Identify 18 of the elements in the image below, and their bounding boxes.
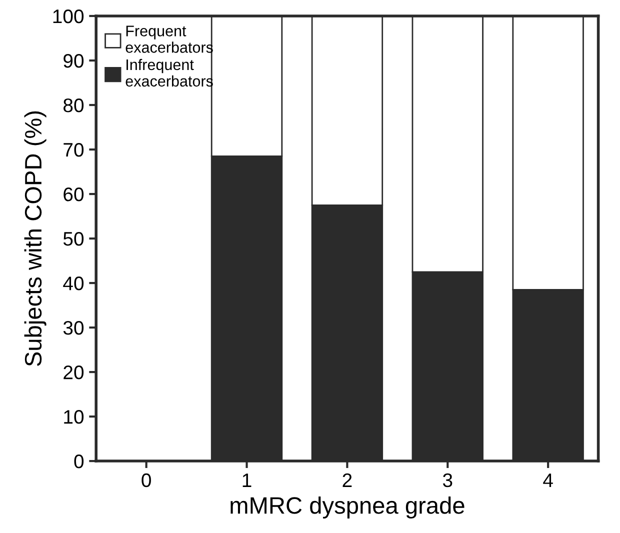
y-tick-label: 0 [74,454,84,468]
y-tick-label: 60 [64,187,84,202]
y-axis-title: Subjects with COPD (%) [24,111,46,366]
x-tick-label: 1 [242,474,252,487]
y-tick-label: 100 [53,9,84,24]
x-tick-label: 3 [442,473,452,488]
x-axis-title: mMRC dyspnea grade [230,496,464,519]
y-tick-label: 80 [64,98,84,112]
x-tick-label: 0 [142,473,151,488]
y-tick-label: 10 [64,410,84,424]
y-tick-label: 50 [63,232,84,246]
y-tick-label: 70 [64,142,84,157]
y-tick-label: 30 [63,320,84,335]
x-tick-label: 2 [342,473,352,487]
y-tick-label: 20 [64,366,84,380]
x-tick-label: 4 [543,474,553,487]
y-tick-label: 40 [63,276,84,290]
y-tick-label: 90 [64,54,84,68]
